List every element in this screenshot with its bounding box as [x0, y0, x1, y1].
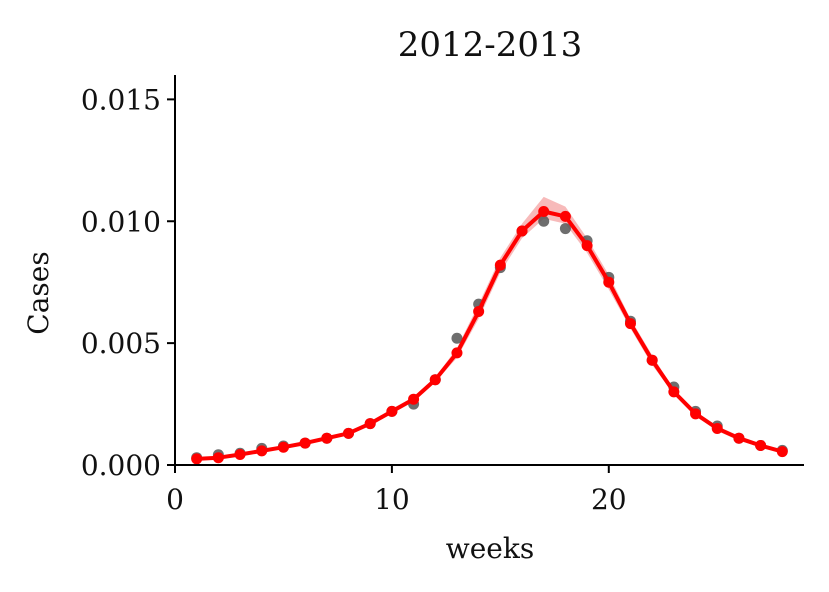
- x-tick-label: 10: [374, 483, 410, 516]
- y-tick-label: 0.000: [81, 449, 161, 482]
- model-point: [256, 445, 268, 457]
- model-point: [755, 440, 767, 451]
- model-point: [711, 422, 723, 434]
- model-point: [321, 432, 333, 444]
- observed-point: [559, 223, 571, 235]
- model-point: [451, 347, 463, 359]
- model-point: [408, 393, 420, 405]
- model-point: [776, 446, 788, 458]
- model-point: [234, 449, 246, 461]
- model-point: [277, 441, 289, 453]
- model-point: [538, 206, 550, 217]
- y-tick-label: 0.015: [81, 83, 161, 116]
- model-point: [343, 427, 355, 439]
- model-point: [212, 452, 224, 464]
- model-point: [690, 408, 702, 420]
- model-markers-layer: [191, 206, 788, 465]
- model-point: [494, 259, 506, 271]
- model-point: [429, 374, 441, 386]
- y-tick-label: 0.010: [81, 205, 161, 238]
- confidence-band-layer: [196, 196, 783, 461]
- model-point: [668, 386, 680, 398]
- x-axis-label: weeks: [446, 532, 534, 565]
- confidence-band: [196, 196, 783, 461]
- chart-title: 2012-2013: [398, 25, 583, 65]
- observed-point: [451, 332, 463, 344]
- model-point: [191, 453, 203, 465]
- observed-point: [538, 215, 550, 227]
- model-point: [473, 305, 485, 317]
- y-tick-label: 0.005: [81, 327, 161, 360]
- model-point: [364, 418, 376, 430]
- axes: 0 10 20 0.000 0.005 0.010 0.015: [81, 75, 804, 516]
- model-point: [559, 210, 571, 222]
- model-point: [516, 225, 528, 237]
- model-point: [733, 432, 745, 444]
- observed-points-layer: [191, 215, 788, 464]
- model-point: [624, 318, 636, 330]
- y-axis-label: Cases: [22, 251, 55, 334]
- model-point: [386, 405, 398, 417]
- x-tick-label: 0: [166, 483, 184, 516]
- model-point: [581, 240, 593, 252]
- x-tick-label: 20: [591, 483, 627, 516]
- model-line: [196, 209, 783, 461]
- model-point: [603, 276, 615, 288]
- model-point: [299, 437, 311, 449]
- model-line-layer: [196, 209, 783, 461]
- model-point: [646, 354, 658, 366]
